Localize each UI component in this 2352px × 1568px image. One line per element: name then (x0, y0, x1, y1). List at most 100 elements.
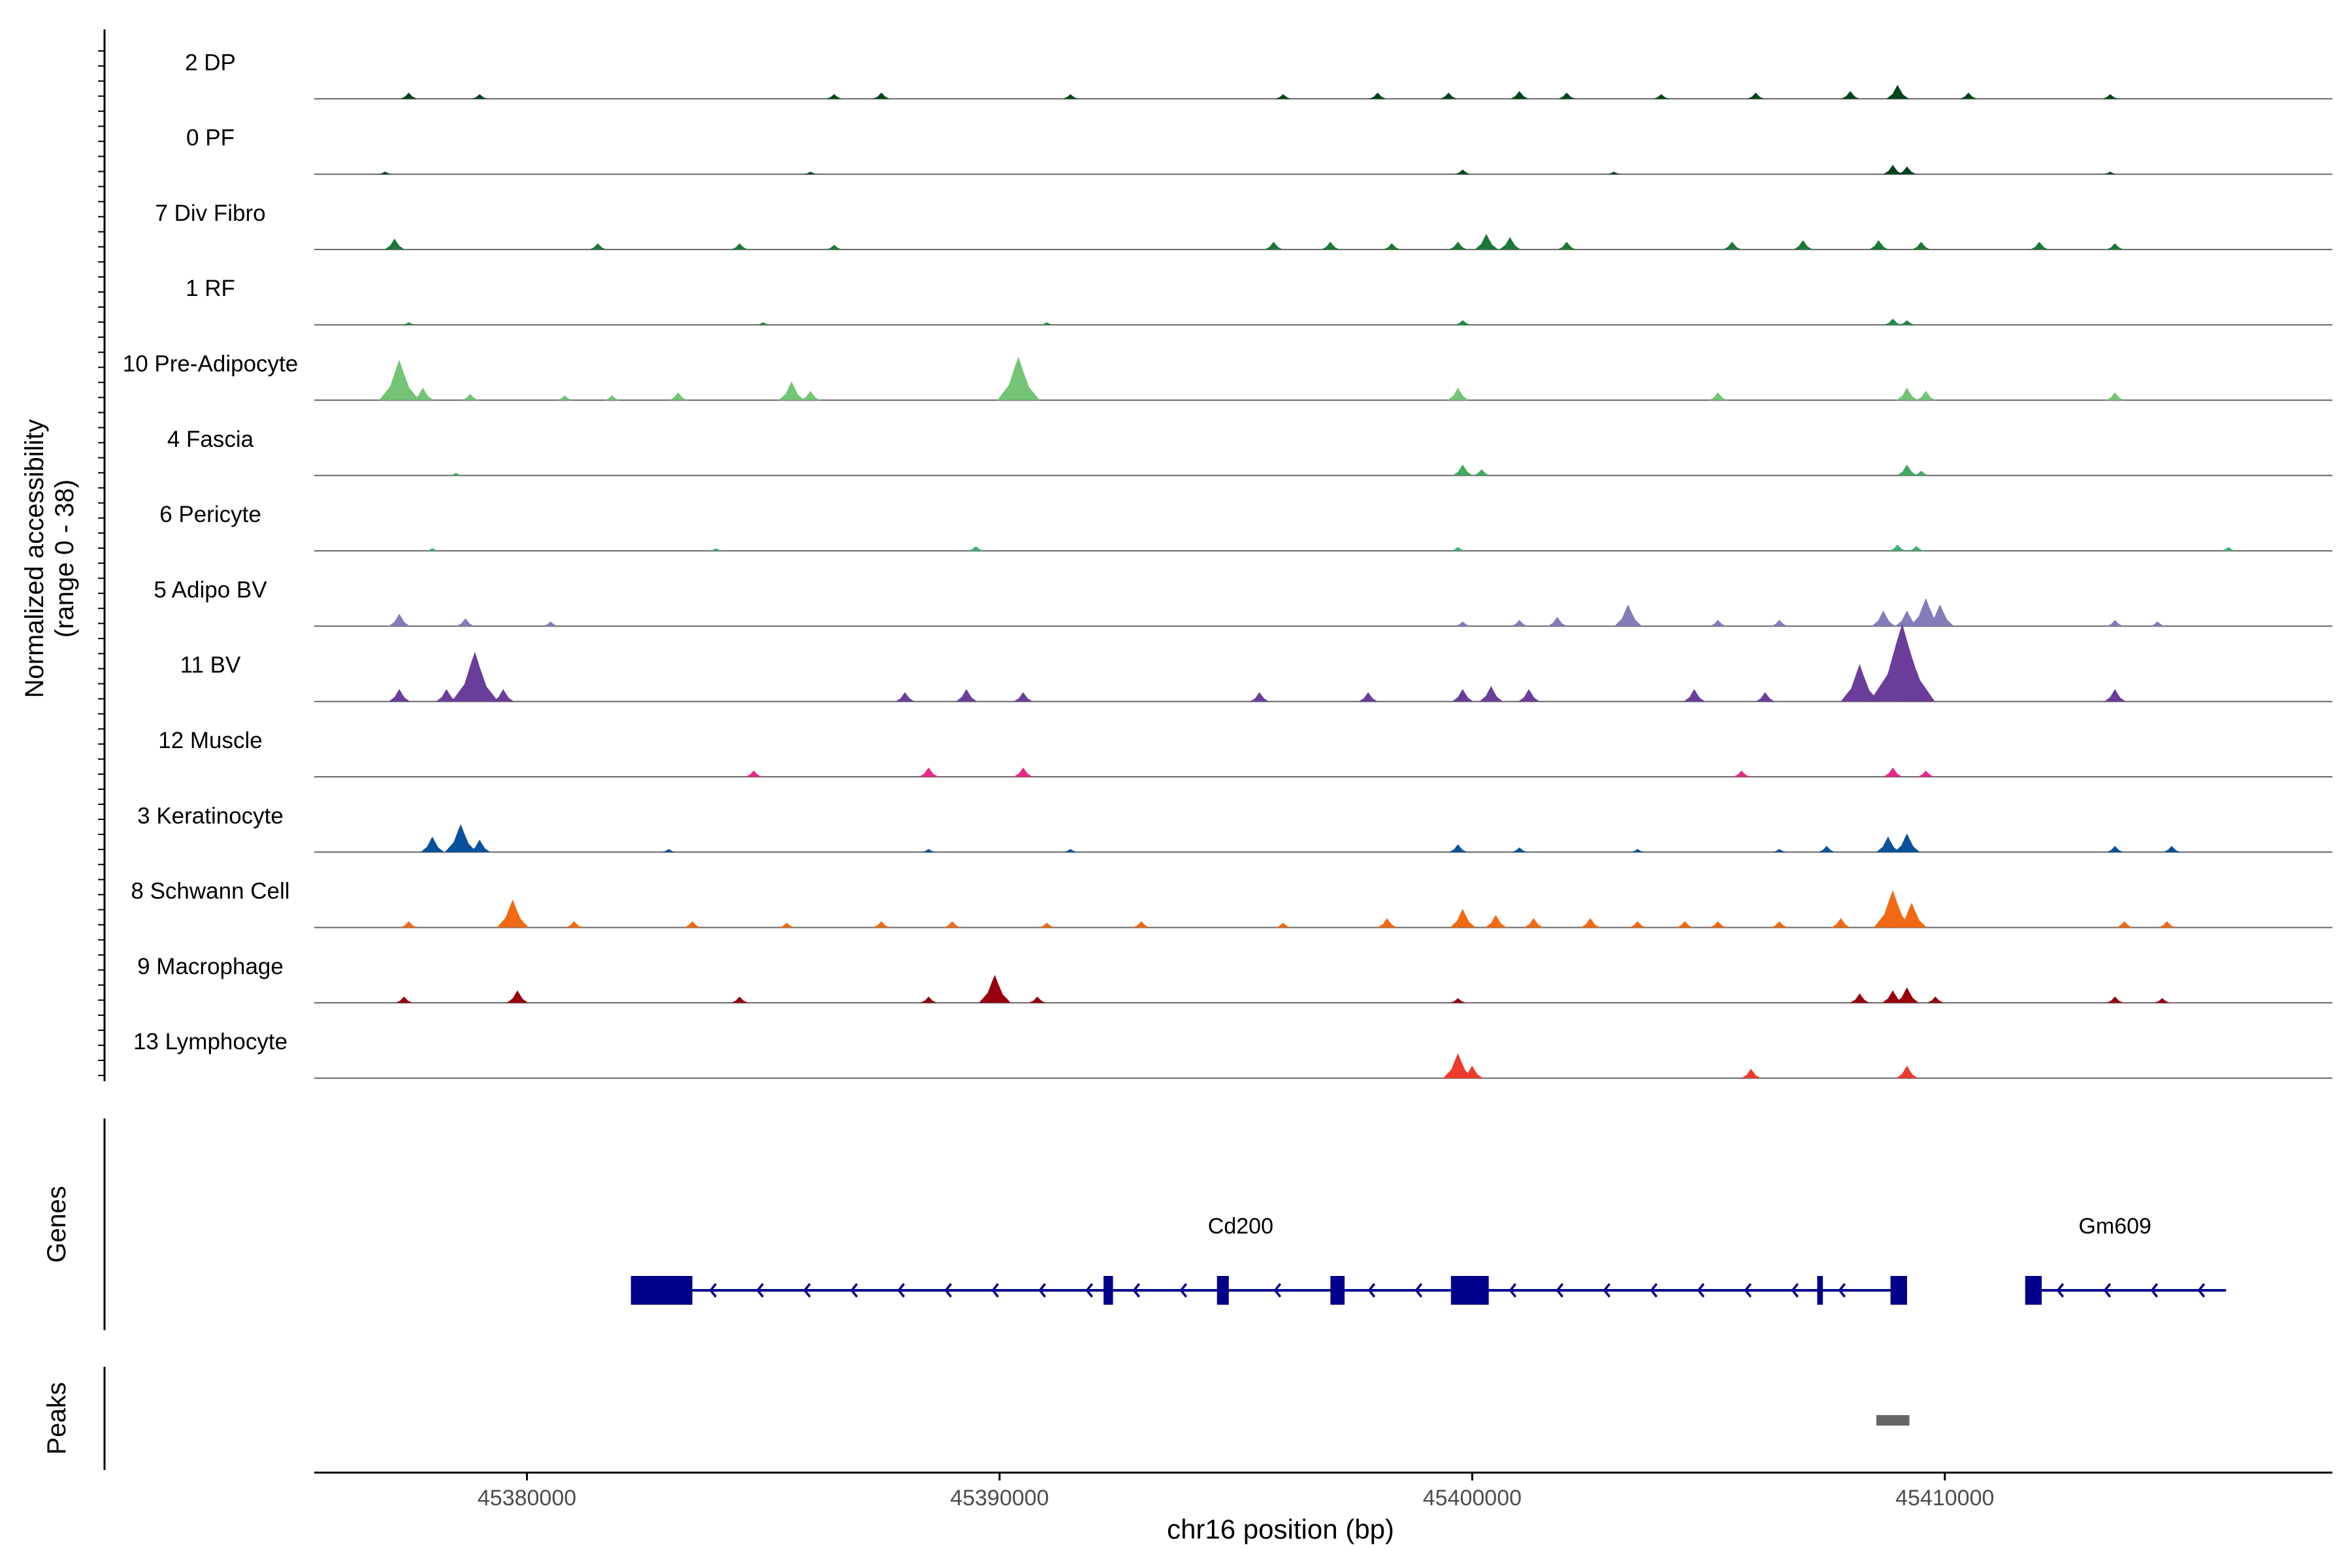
coverage-peak (1558, 242, 1576, 250)
track-label: 2 DP (185, 50, 236, 75)
coverage-peak (1895, 610, 1919, 627)
strand-arrow-icon (1273, 1282, 1282, 1298)
coverage-peak (826, 94, 843, 99)
coverage-peak (2163, 845, 2181, 853)
coverage-peak (1013, 692, 1033, 702)
strand-arrow-icon (1179, 1282, 1188, 1298)
gene-exon (1450, 1276, 1489, 1305)
strand-arrow-icon (709, 1282, 717, 1298)
coverage-peak (2115, 921, 2133, 928)
coverage-peak (921, 849, 937, 853)
coverage-peak (745, 770, 762, 777)
coverage-peak (1850, 993, 1870, 1003)
coverage-peak (412, 387, 434, 400)
track-label: 12 Muscle (158, 728, 263, 753)
strand-arrow-icon (1603, 1282, 1611, 1298)
coverage-peak (461, 393, 479, 400)
coverage-peak (444, 824, 477, 853)
coverage-peak (1897, 902, 1927, 928)
coverage-peak (1518, 689, 1540, 702)
coverage-peak (1899, 670, 1934, 702)
coverage-peak (1741, 1068, 1761, 1079)
coverage-peak (2149, 621, 2166, 627)
coverage-peak (1510, 91, 1529, 99)
strand-arrow-icon (1791, 1282, 1799, 1298)
track-8: 5 Adipo BV (154, 577, 2332, 627)
coverage-peak (1871, 610, 1895, 627)
coverage-peak (1883, 165, 1903, 174)
gene-exon (630, 1276, 693, 1305)
coverage-peak (1959, 92, 1978, 99)
coverage-peak (400, 921, 417, 928)
coverage-peak (401, 322, 416, 325)
coverage-peak (388, 613, 410, 627)
coverage-peak (1447, 387, 1469, 400)
coverage-peak (1580, 918, 1601, 928)
coverage-peak (1473, 469, 1491, 476)
coverage-peak (872, 92, 890, 99)
gene-exon (1890, 1276, 1907, 1305)
genes-label: Genes (42, 1186, 71, 1263)
coverage-peak (1889, 544, 1906, 551)
coverage-peak (1653, 94, 1670, 99)
coverage-peak (557, 395, 573, 400)
coverage-peak (1511, 847, 1528, 853)
x-axis: 45380000 45390000 45400000 45410000 (478, 1473, 1994, 1511)
gene-exon (1817, 1276, 1823, 1305)
coverage-peak (708, 548, 724, 551)
track-6: 4 Fascia (167, 427, 2332, 476)
track-label: 11 BV (180, 653, 241, 678)
coverage-peak (542, 621, 559, 627)
gene-exon (1103, 1276, 1113, 1305)
track-5: 10 Pre-Adipocyte (123, 351, 2332, 401)
coverage-peak (1771, 619, 1788, 627)
coverage-peak (730, 243, 749, 250)
coverage-peak (1358, 692, 1379, 702)
x-tick-label: 45380000 (478, 1486, 576, 1511)
coverage-peak (1452, 465, 1473, 476)
coverage-peak (2106, 619, 2124, 627)
coverage-peak (451, 651, 498, 702)
coverage-peak (1377, 918, 1397, 928)
coverage-peak (379, 359, 420, 400)
coverage-peak (1733, 770, 1750, 777)
coverage-peak (400, 92, 417, 99)
coverage-peak (2220, 547, 2236, 551)
coverage-peak (1440, 92, 1458, 99)
coverage-peak (1886, 84, 1909, 99)
coverage-peak (589, 243, 607, 250)
coverage-peak (1884, 318, 1902, 325)
strand-arrow-icon (1744, 1282, 1752, 1298)
x-tick-label: 45410000 (1895, 1486, 1994, 1511)
coverage-peak (1475, 234, 1499, 250)
coverage-peak (1771, 849, 1788, 853)
coverage-peak (2154, 998, 2170, 1003)
y-axis-range: (range 0 - 38) (50, 480, 79, 638)
track-12: 8 Schwann Cell (131, 879, 2332, 928)
track-1: 2 DP (185, 50, 2332, 100)
coverage-peak (800, 391, 821, 400)
coverage-peak (1756, 692, 1775, 702)
gene-label: Cd200 (1208, 1214, 1273, 1239)
coverage-peak (1683, 689, 1705, 702)
coverage-peak (1062, 849, 1079, 853)
coverage-peak (1876, 836, 1900, 853)
coverage-peak (1038, 923, 1055, 928)
coverage-peak (1275, 923, 1292, 928)
coverage-peak (1771, 921, 1788, 928)
strand-arrow-icon (1509, 1282, 1517, 1298)
coverage-peak (979, 975, 1011, 1003)
coverage-peak (2104, 689, 2126, 702)
coverage-peak (420, 836, 444, 853)
strand-arrow-icon (803, 1282, 811, 1298)
coverage-peak (2106, 996, 2124, 1003)
track-label: 10 Pre-Adipocyte (123, 351, 298, 377)
coverage-peak (1894, 833, 1920, 853)
strand-arrow-icon (1414, 1282, 1423, 1298)
coverage-peak (779, 381, 805, 400)
track-13: 9 Macrophage (137, 954, 2332, 1004)
coverage-peak (1614, 604, 1642, 627)
coverage-peak (997, 384, 1021, 400)
coverage-peak (1869, 240, 1889, 250)
coverage-peak (448, 472, 464, 476)
